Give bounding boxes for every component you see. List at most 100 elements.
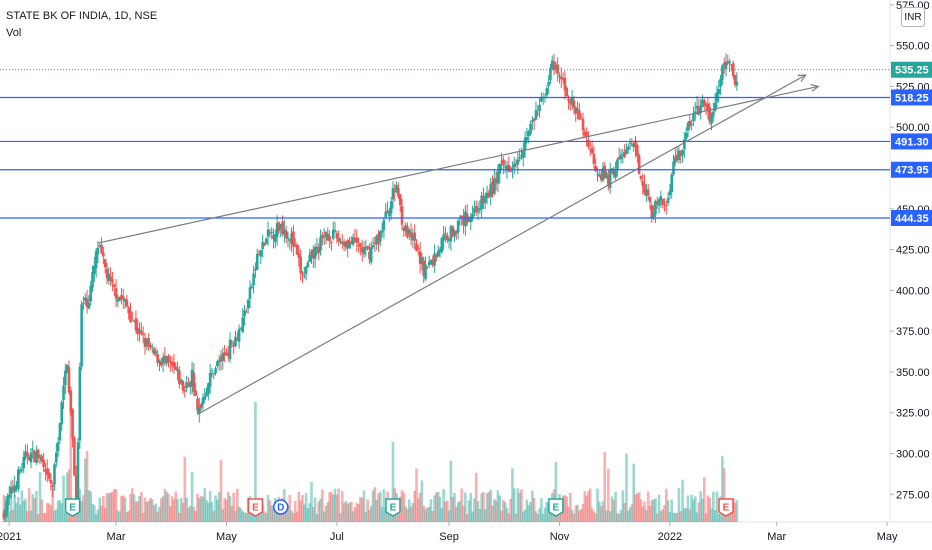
volume-bar <box>496 490 500 522</box>
volume-bar <box>27 488 31 522</box>
candle-body <box>509 170 512 172</box>
candle-body <box>670 174 673 193</box>
candle-body <box>420 257 424 265</box>
volume-bar <box>114 489 118 522</box>
candle-body <box>210 370 214 372</box>
volume-bar <box>45 503 49 522</box>
volume-bar <box>91 503 94 522</box>
candle-body <box>500 161 503 163</box>
candle-body <box>534 110 538 120</box>
volume-bar <box>531 490 534 522</box>
candle-body <box>286 237 290 239</box>
symbol-title[interactable]: STATE BK OF INDIA, 1D, NSE <box>6 10 158 22</box>
candle-body <box>107 273 111 281</box>
candle-body <box>710 116 713 124</box>
candle-body <box>69 390 73 413</box>
candle-body <box>236 338 239 340</box>
volume-bar <box>569 492 572 522</box>
volume-bar <box>686 495 690 522</box>
horizontal-levels[interactable] <box>0 69 890 219</box>
candle-body <box>730 64 733 66</box>
candle-body <box>230 342 234 344</box>
volume-bar <box>507 513 511 522</box>
candle-body <box>585 132 588 138</box>
volume-bar <box>65 472 69 522</box>
candle-body <box>453 232 456 237</box>
trendlines[interactable] <box>97 74 820 415</box>
volume-bar <box>36 513 40 522</box>
volume-bar <box>156 511 159 522</box>
volume-bar <box>538 508 541 522</box>
volume-bar <box>523 509 527 522</box>
candle-body <box>655 201 659 205</box>
volume-bar <box>445 500 449 522</box>
volume-bar <box>350 501 353 522</box>
volume-bar <box>315 513 319 522</box>
candle-body <box>301 272 304 275</box>
volume-bar <box>53 510 56 522</box>
candle-body <box>317 246 321 254</box>
volume-bar <box>590 508 594 522</box>
candle-body <box>272 234 275 239</box>
candle-body <box>263 242 266 246</box>
candle-body <box>540 97 543 102</box>
volume-bar <box>306 508 310 522</box>
candle-body <box>292 231 295 247</box>
candle-body <box>67 366 71 393</box>
candle-body <box>4 508 7 517</box>
volume-bar <box>681 479 684 522</box>
candle-body <box>181 380 185 391</box>
volume-bar <box>540 498 543 522</box>
candle-body <box>619 155 623 160</box>
volume-bar <box>406 508 409 522</box>
volume-bar <box>194 511 197 522</box>
volume-bar <box>127 510 130 522</box>
candle-body <box>733 75 737 85</box>
candle-body <box>359 243 362 247</box>
candle-body <box>9 486 13 494</box>
volume-bar <box>26 511 29 522</box>
candle-body <box>277 222 281 232</box>
volume-bar <box>16 496 20 522</box>
volume-bar <box>185 497 188 522</box>
currency-button[interactable]: INR <box>901 7 925 27</box>
candle-body <box>409 232 413 238</box>
volume-bar <box>639 499 643 522</box>
y-tick-label: 425.00 <box>896 245 930 257</box>
candle-body <box>426 266 429 268</box>
candle-body <box>549 67 552 81</box>
candle-body <box>728 61 731 64</box>
candle-body <box>681 149 684 156</box>
candle-body <box>498 163 502 174</box>
volume-legend-label[interactable]: Vol <box>6 27 22 39</box>
candle-body <box>100 244 103 253</box>
volume-bar <box>585 495 588 522</box>
volume-bar <box>407 499 411 522</box>
candle-body <box>623 152 626 158</box>
candle-body <box>701 99 704 107</box>
time-axis[interactable]: 2021 Mar May Jul Sep Nov 2022 Mar May <box>0 522 898 543</box>
volume-bar <box>485 493 489 522</box>
volume-bar <box>712 491 715 522</box>
volume-bar <box>33 497 36 522</box>
candle-body <box>143 338 147 347</box>
candle-body <box>692 113 695 122</box>
level-tag-4: 444.35 <box>895 213 929 225</box>
candle-body <box>350 241 353 245</box>
candle-body <box>167 356 170 363</box>
volume-bar <box>380 506 384 522</box>
candle-body <box>284 230 288 239</box>
candle-body <box>527 131 531 137</box>
candle-body <box>531 120 534 122</box>
candle-body <box>165 356 169 364</box>
candle-body <box>324 232 328 238</box>
candle-body <box>214 368 217 374</box>
candle-body <box>641 181 645 186</box>
volume-bar <box>58 499 62 522</box>
candle-body <box>648 196 652 203</box>
volume-bar <box>134 502 138 522</box>
candle-body <box>473 208 476 213</box>
